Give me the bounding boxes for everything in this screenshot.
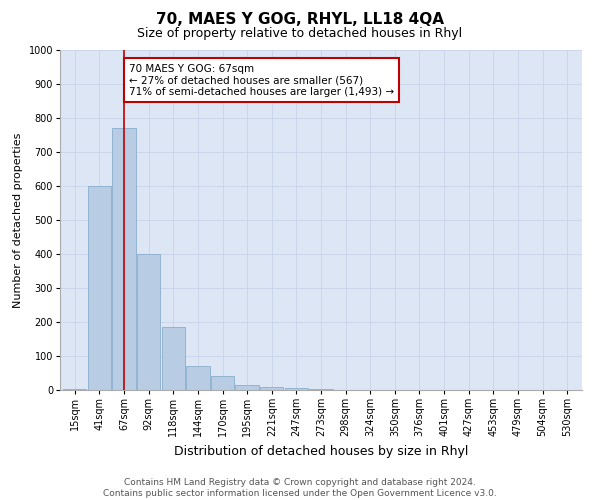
X-axis label: Distribution of detached houses by size in Rhyl: Distribution of detached houses by size … xyxy=(174,444,468,458)
Bar xyxy=(112,128,136,390)
Bar xyxy=(284,388,308,390)
Text: Contains HM Land Registry data © Crown copyright and database right 2024.
Contai: Contains HM Land Registry data © Crown c… xyxy=(103,478,497,498)
Text: Size of property relative to detached houses in Rhyl: Size of property relative to detached ho… xyxy=(137,28,463,40)
Bar xyxy=(235,385,259,390)
Bar xyxy=(186,366,209,390)
Text: 70, MAES Y GOG, RHYL, LL18 4QA: 70, MAES Y GOG, RHYL, LL18 4QA xyxy=(156,12,444,28)
Bar xyxy=(88,186,111,390)
Bar xyxy=(137,254,160,390)
Bar xyxy=(211,376,234,390)
Bar xyxy=(260,386,283,390)
Bar xyxy=(161,327,185,390)
Y-axis label: Number of detached properties: Number of detached properties xyxy=(13,132,23,308)
Text: 70 MAES Y GOG: 67sqm
← 27% of detached houses are smaller (567)
71% of semi-deta: 70 MAES Y GOG: 67sqm ← 27% of detached h… xyxy=(129,64,394,97)
